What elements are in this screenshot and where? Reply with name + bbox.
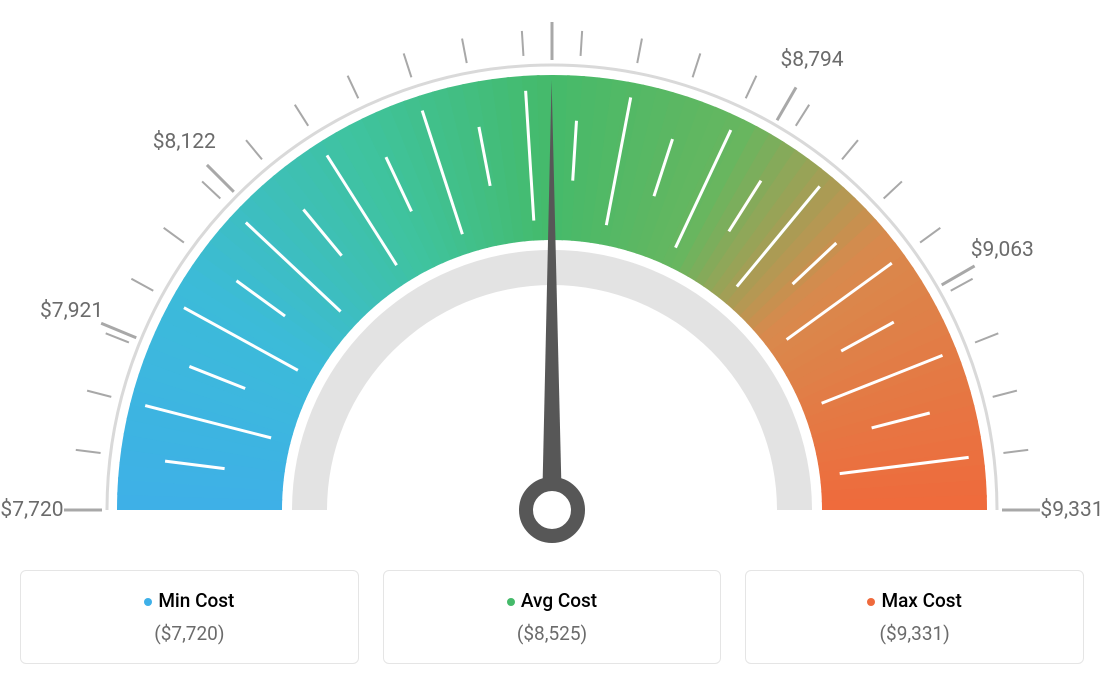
gauge-tick-label: $8,525	[520, 0, 583, 2]
legend-row: Min Cost ($7,720) Avg Cost ($8,525) Max …	[20, 570, 1084, 664]
gauge-svg	[20, 20, 1084, 560]
gauge-chart: $7,720$7,921$8,122$8,525$8,794$9,063$9,3…	[20, 20, 1084, 560]
dot-icon	[144, 598, 152, 606]
legend-value-max: ($9,331)	[758, 622, 1071, 645]
legend-value-min: ($7,720)	[33, 622, 346, 645]
gauge-tick-label: $9,063	[971, 238, 1034, 262]
legend-title-max: Max Cost	[758, 589, 1071, 612]
dot-icon	[867, 598, 875, 606]
legend-card-max: Max Cost ($9,331)	[745, 570, 1084, 664]
legend-label-min: Min Cost	[158, 589, 234, 612]
legend-title-min: Min Cost	[33, 589, 346, 612]
gauge-tick-label: $7,720	[0, 498, 63, 522]
gauge-tick-label: $8,122	[153, 130, 216, 154]
legend-label-avg: Avg Cost	[521, 589, 597, 612]
legend-value-avg: ($8,525)	[396, 622, 709, 645]
legend-card-avg: Avg Cost ($8,525)	[383, 570, 722, 664]
legend-label-max: Max Cost	[881, 589, 961, 612]
gauge-tick-label: $9,331	[1040, 498, 1103, 522]
legend-card-min: Min Cost ($7,720)	[20, 570, 359, 664]
gauge-tick-label: $8,794	[780, 48, 843, 72]
dot-icon	[507, 598, 515, 606]
legend-title-avg: Avg Cost	[396, 589, 709, 612]
gauge-tick-label: $7,921	[40, 299, 103, 323]
